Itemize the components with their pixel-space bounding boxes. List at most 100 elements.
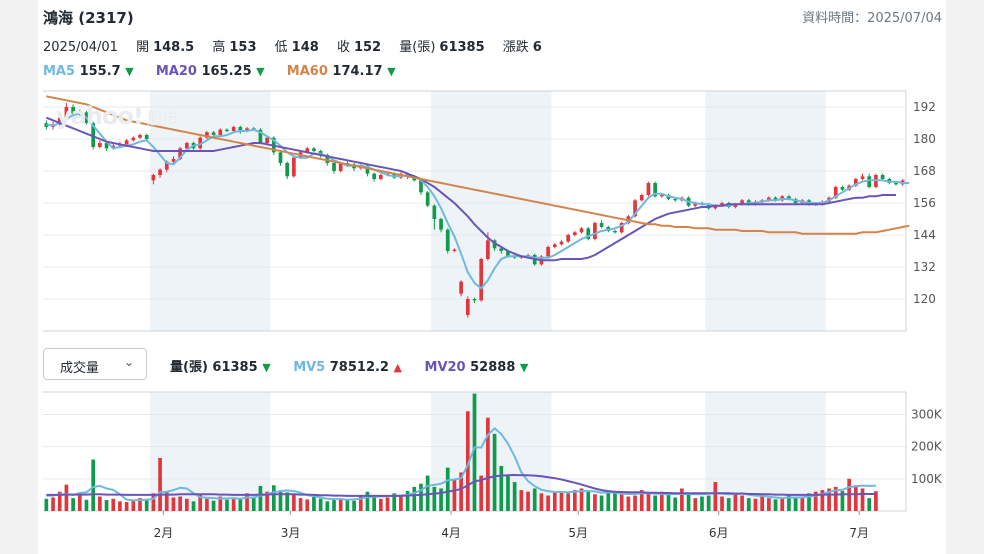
volume-bar: [164, 491, 169, 511]
volume-bar: [746, 498, 751, 511]
volume-bar: [820, 490, 825, 511]
candle-body: [211, 132, 216, 135]
candle-body: [860, 176, 865, 179]
candle-body: [579, 228, 584, 233]
volume-legend: 量(張) 61385 ▼ MV5 78512.2 ▲ MV20 52888 ▼: [170, 356, 546, 375]
volume-bar: [573, 490, 577, 511]
volume-bar: [465, 411, 470, 511]
ma20-line: [45, 116, 896, 262]
volume-bar: [539, 493, 544, 511]
volume-bar: [158, 457, 162, 511]
ma5-label: MA5: [43, 64, 76, 79]
volume-bar: [184, 498, 189, 511]
volume-bar: [338, 498, 343, 511]
candle-body: [593, 223, 597, 239]
ma60-value: 174.17: [332, 64, 383, 79]
volume-bar: [124, 501, 129, 511]
ma20-value: 165.25: [201, 64, 252, 79]
candle-body: [639, 195, 644, 201]
candle-body: [880, 175, 885, 179]
vol-legend: 量(張) 61385 ▼: [170, 360, 271, 375]
candle-body: [144, 135, 149, 139]
mv20-down-arrow-icon: ▼: [519, 361, 529, 374]
candle-body: [673, 199, 678, 201]
volume-bar: [767, 498, 771, 511]
volume-bar: [399, 495, 403, 511]
volume-bar: [586, 491, 591, 511]
candle-body: [171, 159, 176, 162]
candle-body: [325, 155, 330, 163]
candle-body: [586, 228, 591, 239]
volume-bar: [98, 496, 102, 511]
candle-body: [98, 143, 102, 147]
vol-down-arrow-icon: ▼: [262, 361, 271, 374]
volume-bar: [479, 475, 484, 511]
volume-bar: [445, 467, 450, 511]
volume-bar: [385, 497, 390, 511]
volume-bar: [760, 496, 765, 511]
stock-title: 鴻海 (2317): [43, 9, 134, 27]
yahoo-logo-watermark: yahoo! 股市: [56, 102, 178, 130]
volume-bar: [452, 478, 457, 511]
x-tick-label-4: 6月: [709, 526, 729, 540]
candle-body: [566, 235, 570, 242]
candle-body: [599, 223, 604, 227]
volume-bar: [144, 499, 149, 511]
candle-body: [138, 135, 142, 138]
x-tick-label-3: 5月: [568, 526, 588, 540]
candle-body: [285, 163, 290, 177]
vol-label: 量(張): [170, 360, 208, 375]
volume-bar: [807, 493, 811, 511]
volume-bar: [706, 495, 711, 511]
candle-body: [245, 128, 249, 131]
candle-body: [124, 140, 129, 145]
volume-bar: [57, 491, 62, 511]
mv20-line: [46, 473, 876, 497]
candle-body: [131, 137, 136, 141]
indicator-select[interactable]: 成交量 ⌄: [43, 348, 147, 380]
candle-body: [332, 163, 336, 171]
ma5-value: 155.7: [79, 64, 121, 79]
price-tick-label-192: 192: [913, 100, 936, 114]
volume-bar: [813, 491, 818, 511]
volume-bar: [593, 494, 597, 511]
candle-body: [265, 137, 269, 143]
volume-bar: [840, 491, 845, 511]
candle-body: [619, 223, 624, 233]
candle-body: [184, 143, 189, 149]
volume-tick-label-1: 200K: [911, 440, 943, 454]
volume-bar: [673, 497, 678, 511]
close-label: 收: [336, 40, 350, 55]
candle-body: [653, 183, 657, 197]
candle-body: [646, 183, 651, 195]
candle-body: [573, 232, 577, 235]
volume-bar: [251, 498, 256, 511]
candle-body: [238, 127, 243, 131]
volume-bar: [198, 494, 203, 511]
ma-legend: MA5 155.7 ▼ MA20 165.25 ▼ MA60 174.17 ▼: [43, 64, 414, 79]
ma60-down-arrow-icon: ▼: [387, 65, 396, 78]
volume-bar: [512, 482, 517, 511]
price-shade-band-1: [431, 91, 552, 331]
candle-body: [104, 143, 109, 149]
volume-bar: [298, 498, 303, 511]
volume-bar: [245, 493, 249, 511]
volume-tick-label-0: 100K: [911, 472, 943, 486]
volume-bar: [225, 499, 229, 511]
volume-bar: [64, 484, 69, 511]
volume-bar: [686, 493, 691, 511]
ma20-label: MA20: [155, 64, 197, 79]
mv20-value: 52888: [470, 360, 516, 375]
volume-bar: [853, 485, 858, 511]
candle-body: [894, 183, 898, 185]
volume-bar: [566, 493, 570, 511]
volume-bar: [131, 500, 136, 511]
volume-bar: [653, 495, 657, 511]
volume-bar: [532, 488, 537, 511]
candle-body: [198, 137, 203, 149]
volume-bar: [693, 498, 698, 511]
volume-bar: [619, 494, 624, 511]
volume-bar: [211, 500, 216, 511]
volume-bar: [77, 493, 82, 511]
